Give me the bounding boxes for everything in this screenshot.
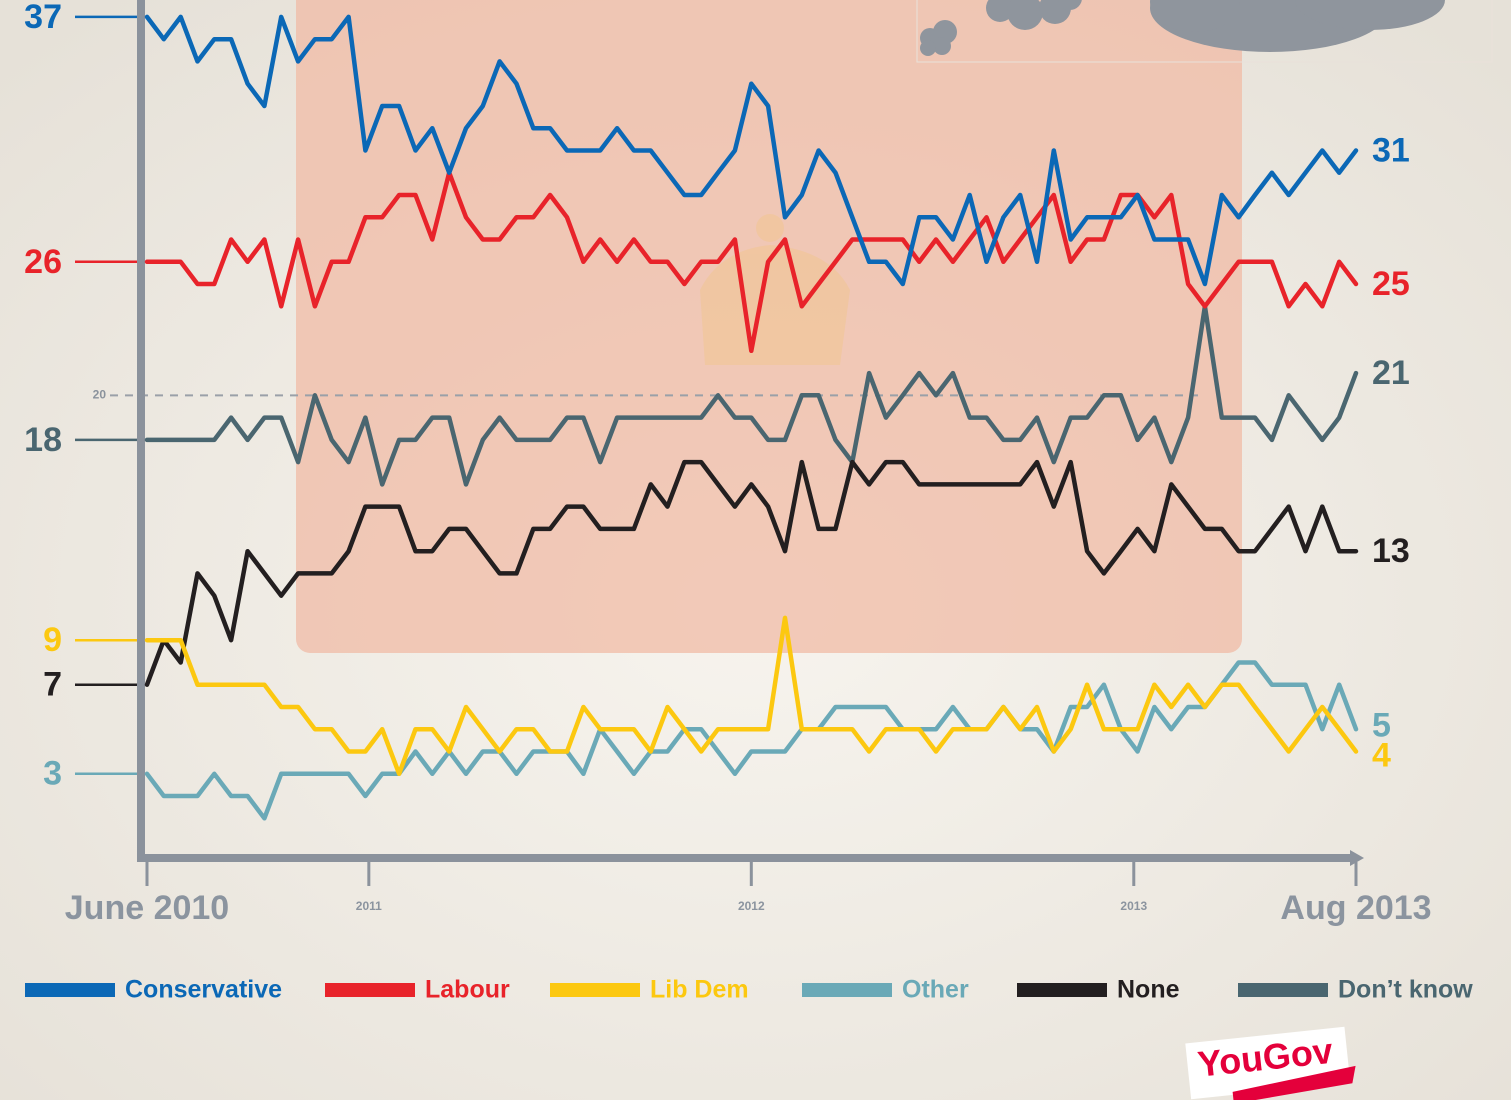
end-value-label: 4	[1372, 736, 1391, 774]
legend-label: Don’t know	[1338, 976, 1473, 1004]
end-value-label: 21	[1372, 354, 1410, 392]
legend-label: Labour	[425, 976, 510, 1004]
legend-swatch	[802, 983, 892, 997]
legend-label: Conservative	[125, 976, 282, 1004]
start-value-label: 7	[43, 666, 62, 704]
legend-label: None	[1117, 976, 1180, 1004]
legend-swatch	[1238, 983, 1328, 997]
start-value-label: 3	[43, 755, 62, 793]
legend-label: Lib Dem	[650, 976, 749, 1004]
legend-swatch	[550, 983, 640, 997]
end-value-label: 13	[1372, 532, 1410, 570]
legend-swatch	[25, 983, 115, 997]
x-tick-label: 2013	[1120, 899, 1147, 913]
x-tick-label: 2011	[356, 899, 382, 913]
chart: 20 June 2010 2011 2012 2013 Aug 2013 37 26 18 9 7 3…	[0, 0, 1511, 1100]
x-tick-label: 2012	[738, 899, 765, 913]
start-value-label: 9	[43, 621, 62, 659]
y-tick-label: 20	[93, 388, 107, 402]
x-tick-label: June 2010	[65, 889, 229, 927]
start-value-label: 37	[24, 0, 62, 36]
legend-swatch	[325, 983, 415, 997]
end-value-label: 31	[1372, 131, 1410, 169]
page: 20 June 2010 2011 2012 2013 Aug 2013 37 26 18 9 7 3…	[0, 0, 1511, 1100]
start-value-label: 26	[24, 243, 62, 281]
end-value-label: 25	[1372, 265, 1410, 303]
legend-label: Other	[902, 976, 969, 1004]
legend-swatch	[1017, 983, 1107, 997]
start-value-label: 18	[24, 421, 62, 459]
x-tick-label: Aug 2013	[1280, 889, 1431, 927]
